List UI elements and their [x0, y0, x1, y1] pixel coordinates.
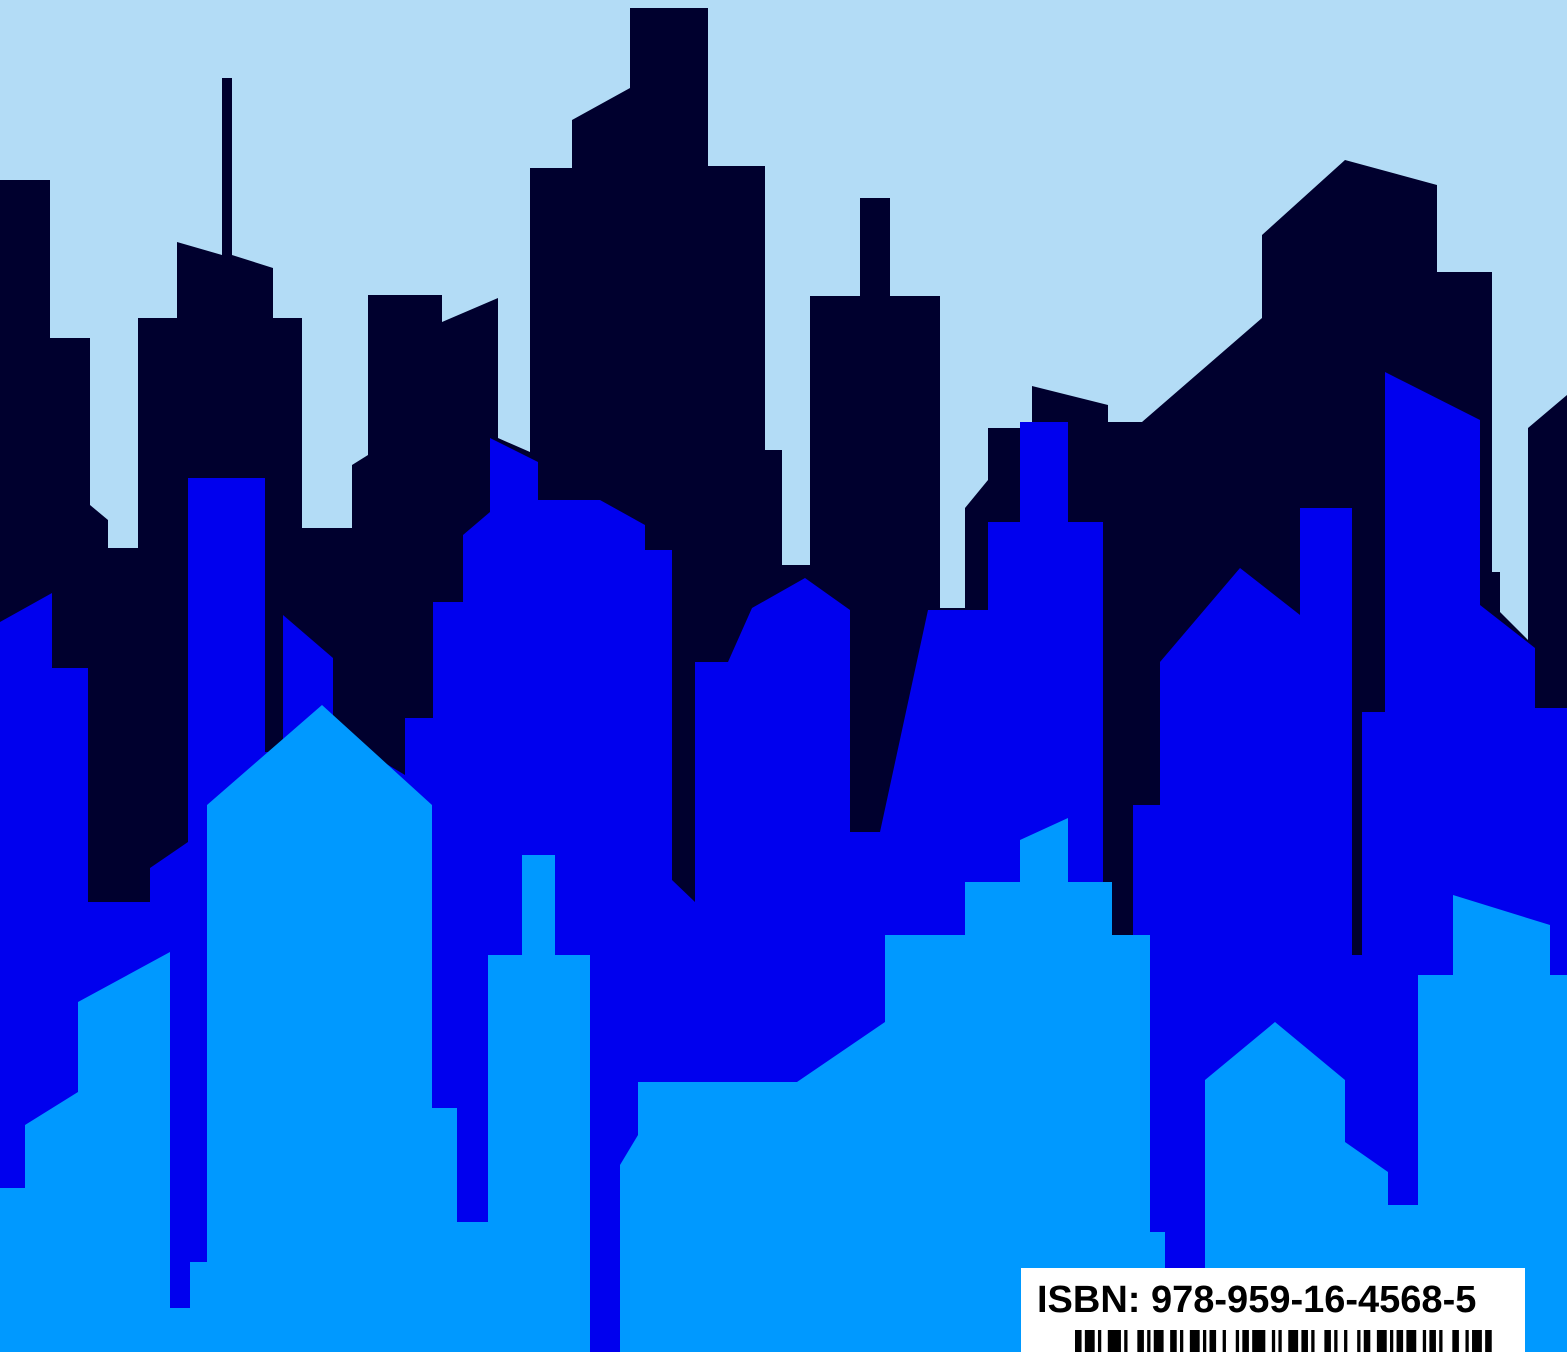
barcode-bar	[1406, 1330, 1417, 1352]
barcode-bar	[1209, 1330, 1217, 1352]
barcode-bar	[1439, 1330, 1443, 1352]
barcode-bar	[1084, 1330, 1095, 1352]
barcode-bar	[1278, 1330, 1282, 1352]
barcode-bar	[1363, 1330, 1371, 1352]
barcode-bar	[1235, 1330, 1240, 1352]
barcode-bar	[1422, 1330, 1427, 1352]
barcode-bar	[1334, 1330, 1338, 1352]
barcode-bar	[1075, 1330, 1082, 1352]
barcode-bar	[1222, 1330, 1226, 1352]
barcode-bar	[1170, 1330, 1177, 1352]
front-building-shape	[0, 705, 590, 1352]
barcode-bar	[1452, 1330, 1459, 1352]
barcode-bar	[1465, 1330, 1469, 1352]
front-building-layer	[0, 705, 1567, 1352]
barcode-bar	[1390, 1330, 1394, 1352]
barcode-icon	[1075, 1330, 1492, 1352]
barcode-bar	[1202, 1330, 1207, 1352]
front-building-shape	[620, 818, 1165, 1352]
barcode-bar	[1311, 1330, 1315, 1352]
barcode-bar	[1288, 1330, 1299, 1352]
barcode-bar	[1252, 1330, 1266, 1352]
barcode-bar	[1357, 1330, 1361, 1352]
barcode-bar	[1485, 1330, 1492, 1352]
barcode-bar	[1107, 1330, 1121, 1352]
barcode-bar	[1271, 1330, 1276, 1352]
barcode-bar	[1396, 1330, 1404, 1352]
isbn-label-box: ISBN: 978-959-16-4568-5	[1021, 1268, 1525, 1352]
barcode-bar	[1376, 1330, 1387, 1352]
front-building-shape	[1205, 895, 1567, 1352]
barcode-bar	[1344, 1330, 1348, 1352]
barcode-bar	[1324, 1330, 1331, 1352]
barcode-bar	[1153, 1330, 1164, 1352]
barcode-bar	[1301, 1330, 1308, 1352]
barcode-bar	[1124, 1330, 1128, 1352]
barcode-bar	[1180, 1330, 1184, 1352]
barcode-bar	[1189, 1330, 1200, 1352]
barcode-bar	[1429, 1330, 1436, 1352]
barcode-bar	[1472, 1330, 1482, 1352]
isbn-number: ISBN: 978-959-16-4568-5	[1037, 1279, 1477, 1321]
barcode-bar	[1242, 1330, 1249, 1352]
barcode-bar	[1147, 1330, 1151, 1352]
barcode-bar	[1097, 1330, 1102, 1352]
barcode-bar	[1137, 1330, 1144, 1352]
